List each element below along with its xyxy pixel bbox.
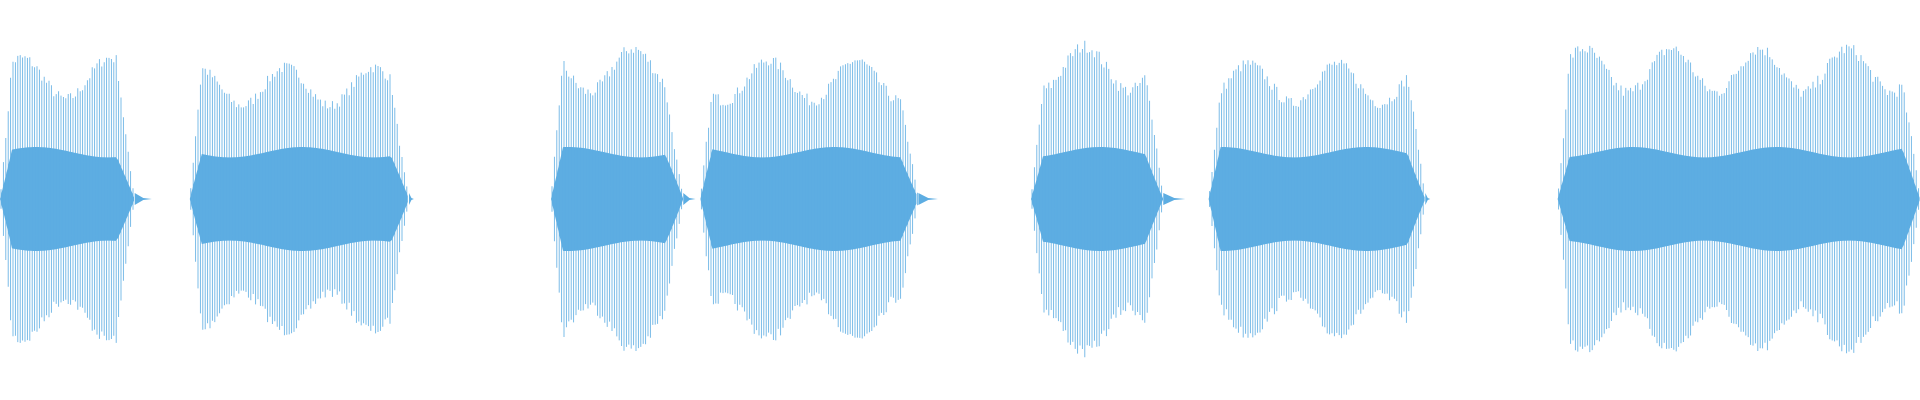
waveform-lines	[551, 47, 683, 351]
waveform-lines	[1209, 59, 1424, 339]
waveform-tail	[683, 193, 696, 205]
waveform-lines	[1558, 44, 1920, 354]
waveform-tail	[1163, 193, 1186, 205]
waveform-core	[0, 147, 134, 251]
waveform-tail	[408, 193, 414, 205]
waveform-tail	[134, 193, 152, 205]
waveform-lines	[1031, 40, 1163, 358]
waveform-lines	[190, 62, 408, 336]
waveform-tail	[918, 193, 938, 205]
waveform-tail	[1425, 193, 1431, 205]
waveform-lines	[0, 55, 134, 343]
waveform-lines	[700, 57, 918, 341]
